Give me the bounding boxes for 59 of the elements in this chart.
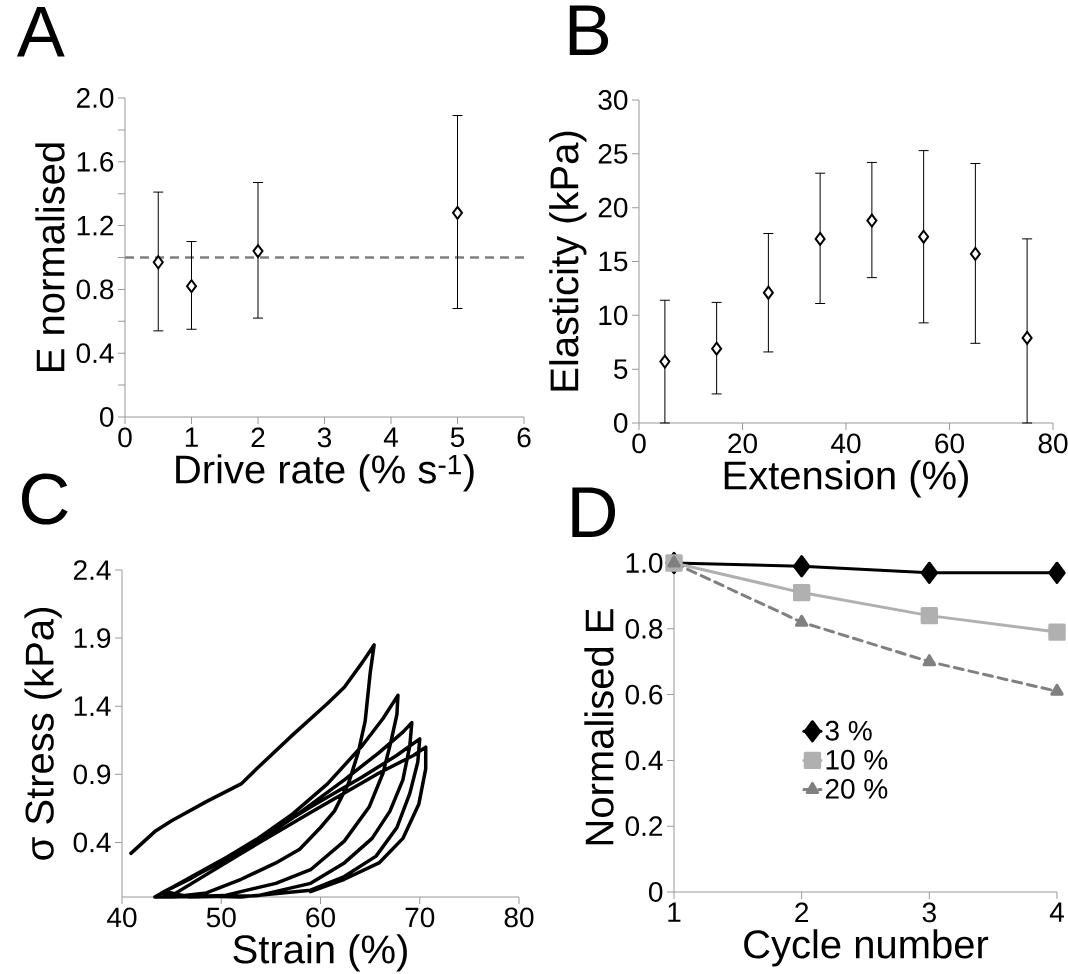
y-tick-label: 1.6 bbox=[77, 151, 114, 172]
y-tick-label: 30 bbox=[598, 90, 628, 110]
y-tick-label: 2.0 bbox=[76, 88, 114, 108]
x-tick-label: 70 bbox=[405, 907, 435, 928]
x-tick-label: 3 bbox=[922, 902, 936, 923]
x-tick-label: 60 bbox=[935, 433, 964, 454]
y-tick-label: 0.4 bbox=[76, 343, 114, 364]
y-tick-label: 1.2 bbox=[77, 215, 114, 236]
x-tick-label: 1 bbox=[668, 902, 681, 922]
y-tick-label: 0.8 bbox=[76, 279, 114, 300]
y-tick-label: 0 bbox=[100, 407, 114, 427]
y-tick-label: 0.9 bbox=[73, 764, 111, 785]
y-tick-label: 1.0 bbox=[626, 553, 663, 573]
y-tick-label: 0.4 bbox=[625, 750, 663, 771]
chart-title: C bbox=[22, 473, 68, 525]
x-axis-title: Drive rate (% s$^{-1}$) bbox=[176, 454, 474, 492]
x-axis-title: Strain (%) bbox=[233, 934, 407, 972]
y-tick-label: 0 bbox=[614, 413, 628, 433]
y-tick-label: 25 bbox=[598, 143, 628, 164]
x-tick-label: 50 bbox=[206, 907, 236, 928]
y-tick-label: 0.2 bbox=[625, 816, 663, 837]
x-tick-label: 2 bbox=[251, 427, 265, 448]
x-tick-label: 2 bbox=[795, 902, 809, 923]
y-tick-label: 1.9 bbox=[74, 628, 111, 649]
y-tick-label: 0.6 bbox=[625, 684, 663, 705]
x-tick-label: 3 bbox=[317, 427, 332, 448]
x-tick-label: 4 bbox=[383, 427, 398, 447]
chart-title: A bbox=[16, 7, 65, 57]
legend-label: 10 % bbox=[826, 749, 888, 770]
y-tick-label: 1.4 bbox=[74, 696, 111, 716]
x-tick-label: 80 bbox=[1038, 433, 1068, 454]
y-axis-title: σ Stress (kPa) bbox=[24, 608, 62, 860]
x-tick-label: 6 bbox=[517, 427, 531, 448]
chart-title: B bbox=[569, 5, 609, 55]
legend-label: 20 % bbox=[825, 778, 888, 799]
y-axis-title: Normalised E bbox=[584, 609, 614, 845]
x-tick-label: 80 bbox=[504, 907, 534, 928]
y-axis-title: Elasticity (kPa) bbox=[549, 131, 587, 391]
x-tick-label: 40 bbox=[831, 433, 861, 454]
x-tick-label: 5 bbox=[450, 427, 465, 448]
x-tick-label: 0 bbox=[118, 427, 132, 448]
y-tick-label: 0.4 bbox=[73, 832, 111, 853]
x-tick-label: 1 bbox=[185, 427, 198, 447]
x-tick-label: 20 bbox=[728, 433, 757, 454]
chart-title: D bbox=[572, 487, 616, 537]
y-tick-label: 20 bbox=[598, 197, 628, 218]
y-tick-label: 15 bbox=[599, 251, 628, 272]
y-tick-label: 10 bbox=[599, 305, 628, 326]
y-tick-label: 2.4 bbox=[73, 560, 111, 580]
y-tick-label: 0 bbox=[649, 882, 663, 902]
y-axis-title: E normalised bbox=[35, 143, 65, 371]
y-tick-label: 5 bbox=[614, 359, 628, 379]
x-tick-label: 40 bbox=[107, 907, 137, 928]
legend-label: 3 % bbox=[825, 720, 872, 741]
x-axis-title: Extension (%) bbox=[724, 460, 968, 498]
x-tick-label: 60 bbox=[306, 907, 335, 928]
y-tick-label: 0.8 bbox=[625, 618, 663, 639]
x-axis-title: Cycle number bbox=[744, 929, 989, 967]
x-tick-label: 4 bbox=[1049, 902, 1064, 922]
